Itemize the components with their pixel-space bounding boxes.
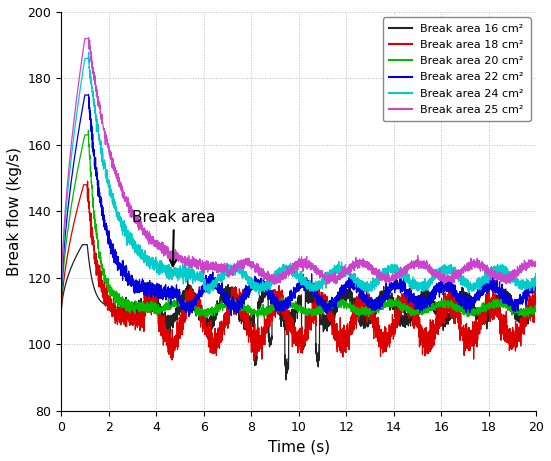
X-axis label: Time (s): Time (s)	[268, 439, 329, 454]
Line: Break area 20 cm²: Break area 20 cm²	[61, 130, 536, 319]
Text: Break area: Break area	[132, 210, 216, 266]
Break area 18 cm²	[84, 178, 91, 184]
Break area 18 cm²	[261, 321, 268, 326]
Break area 24 cm²	[495, 266, 501, 271]
Break area 16 cm²	[79, 242, 86, 248]
Break area 24 cm²	[403, 274, 409, 280]
Break area 22 cm²	[257, 284, 264, 289]
Break area 16 cm²	[518, 313, 525, 318]
Break area 25 cm²	[495, 276, 501, 282]
Break area 18 cm²	[518, 331, 525, 337]
Break area 16 cm²	[495, 298, 501, 304]
Break area 22 cm²	[533, 280, 539, 286]
Line: Break area 24 cm²: Break area 24 cm²	[61, 53, 536, 308]
Break area 22 cm²	[85, 92, 92, 97]
Break area 20 cm²	[284, 301, 290, 307]
Break area 18 cm²	[533, 297, 539, 302]
Break area 18 cm²	[251, 358, 257, 363]
Break area 22 cm²	[284, 302, 290, 308]
Line: Break area 22 cm²: Break area 22 cm²	[61, 95, 536, 316]
Break area 16 cm²	[261, 294, 268, 299]
Break area 20 cm²	[58, 312, 64, 317]
Break area 20 cm²	[533, 307, 539, 312]
Break area 25 cm²	[403, 265, 409, 271]
Break area 20 cm²	[495, 302, 501, 308]
Line: Break area 16 cm²: Break area 16 cm²	[61, 245, 536, 380]
Break area 18 cm²	[257, 338, 264, 343]
Break area 20 cm²	[254, 316, 261, 321]
Break area 16 cm²	[283, 377, 289, 383]
Break area 24 cm²	[284, 266, 290, 272]
Y-axis label: Break flow (kg/s): Break flow (kg/s)	[7, 147, 22, 276]
Break area 25 cm²	[58, 301, 64, 307]
Break area 25 cm²	[257, 268, 264, 274]
Break area 18 cm²	[403, 295, 410, 300]
Break area 24 cm²	[85, 50, 92, 55]
Line: Break area 18 cm²: Break area 18 cm²	[61, 181, 536, 361]
Break area 24 cm²	[257, 284, 264, 290]
Break area 25 cm²	[261, 272, 268, 278]
Break area 22 cm²	[228, 313, 235, 319]
Break area 24 cm²	[533, 276, 539, 281]
Break area 24 cm²	[261, 282, 268, 287]
Break area 20 cm²	[403, 306, 410, 311]
Break area 22 cm²	[495, 288, 501, 294]
Break area 20 cm²	[257, 309, 264, 314]
Break area 24 cm²	[58, 305, 64, 311]
Break area 20 cm²	[261, 308, 268, 313]
Break area 25 cm²	[85, 35, 92, 40]
Break area 16 cm²	[403, 312, 410, 317]
Break area 16 cm²	[533, 296, 539, 302]
Break area 16 cm²	[284, 370, 290, 376]
Break area 18 cm²	[58, 315, 64, 320]
Legend: Break area 16 cm², Break area 18 cm², Break area 20 cm², Break area 22 cm², Brea: Break area 16 cm², Break area 18 cm², Br…	[382, 18, 531, 121]
Break area 22 cm²	[261, 286, 268, 291]
Break area 22 cm²	[518, 297, 525, 303]
Break area 25 cm²	[518, 268, 525, 274]
Break area 25 cm²	[533, 260, 539, 265]
Line: Break area 25 cm²: Break area 25 cm²	[61, 37, 536, 304]
Break area 18 cm²	[284, 307, 290, 313]
Break area 22 cm²	[403, 287, 410, 292]
Break area 20 cm²	[85, 128, 91, 133]
Break area 16 cm²	[257, 298, 264, 304]
Break area 24 cm²	[518, 277, 525, 283]
Break area 25 cm²	[284, 271, 290, 276]
Break area 20 cm²	[518, 308, 525, 314]
Break area 22 cm²	[58, 308, 64, 314]
Break area 16 cm²	[58, 315, 64, 320]
Break area 18 cm²	[495, 309, 501, 314]
